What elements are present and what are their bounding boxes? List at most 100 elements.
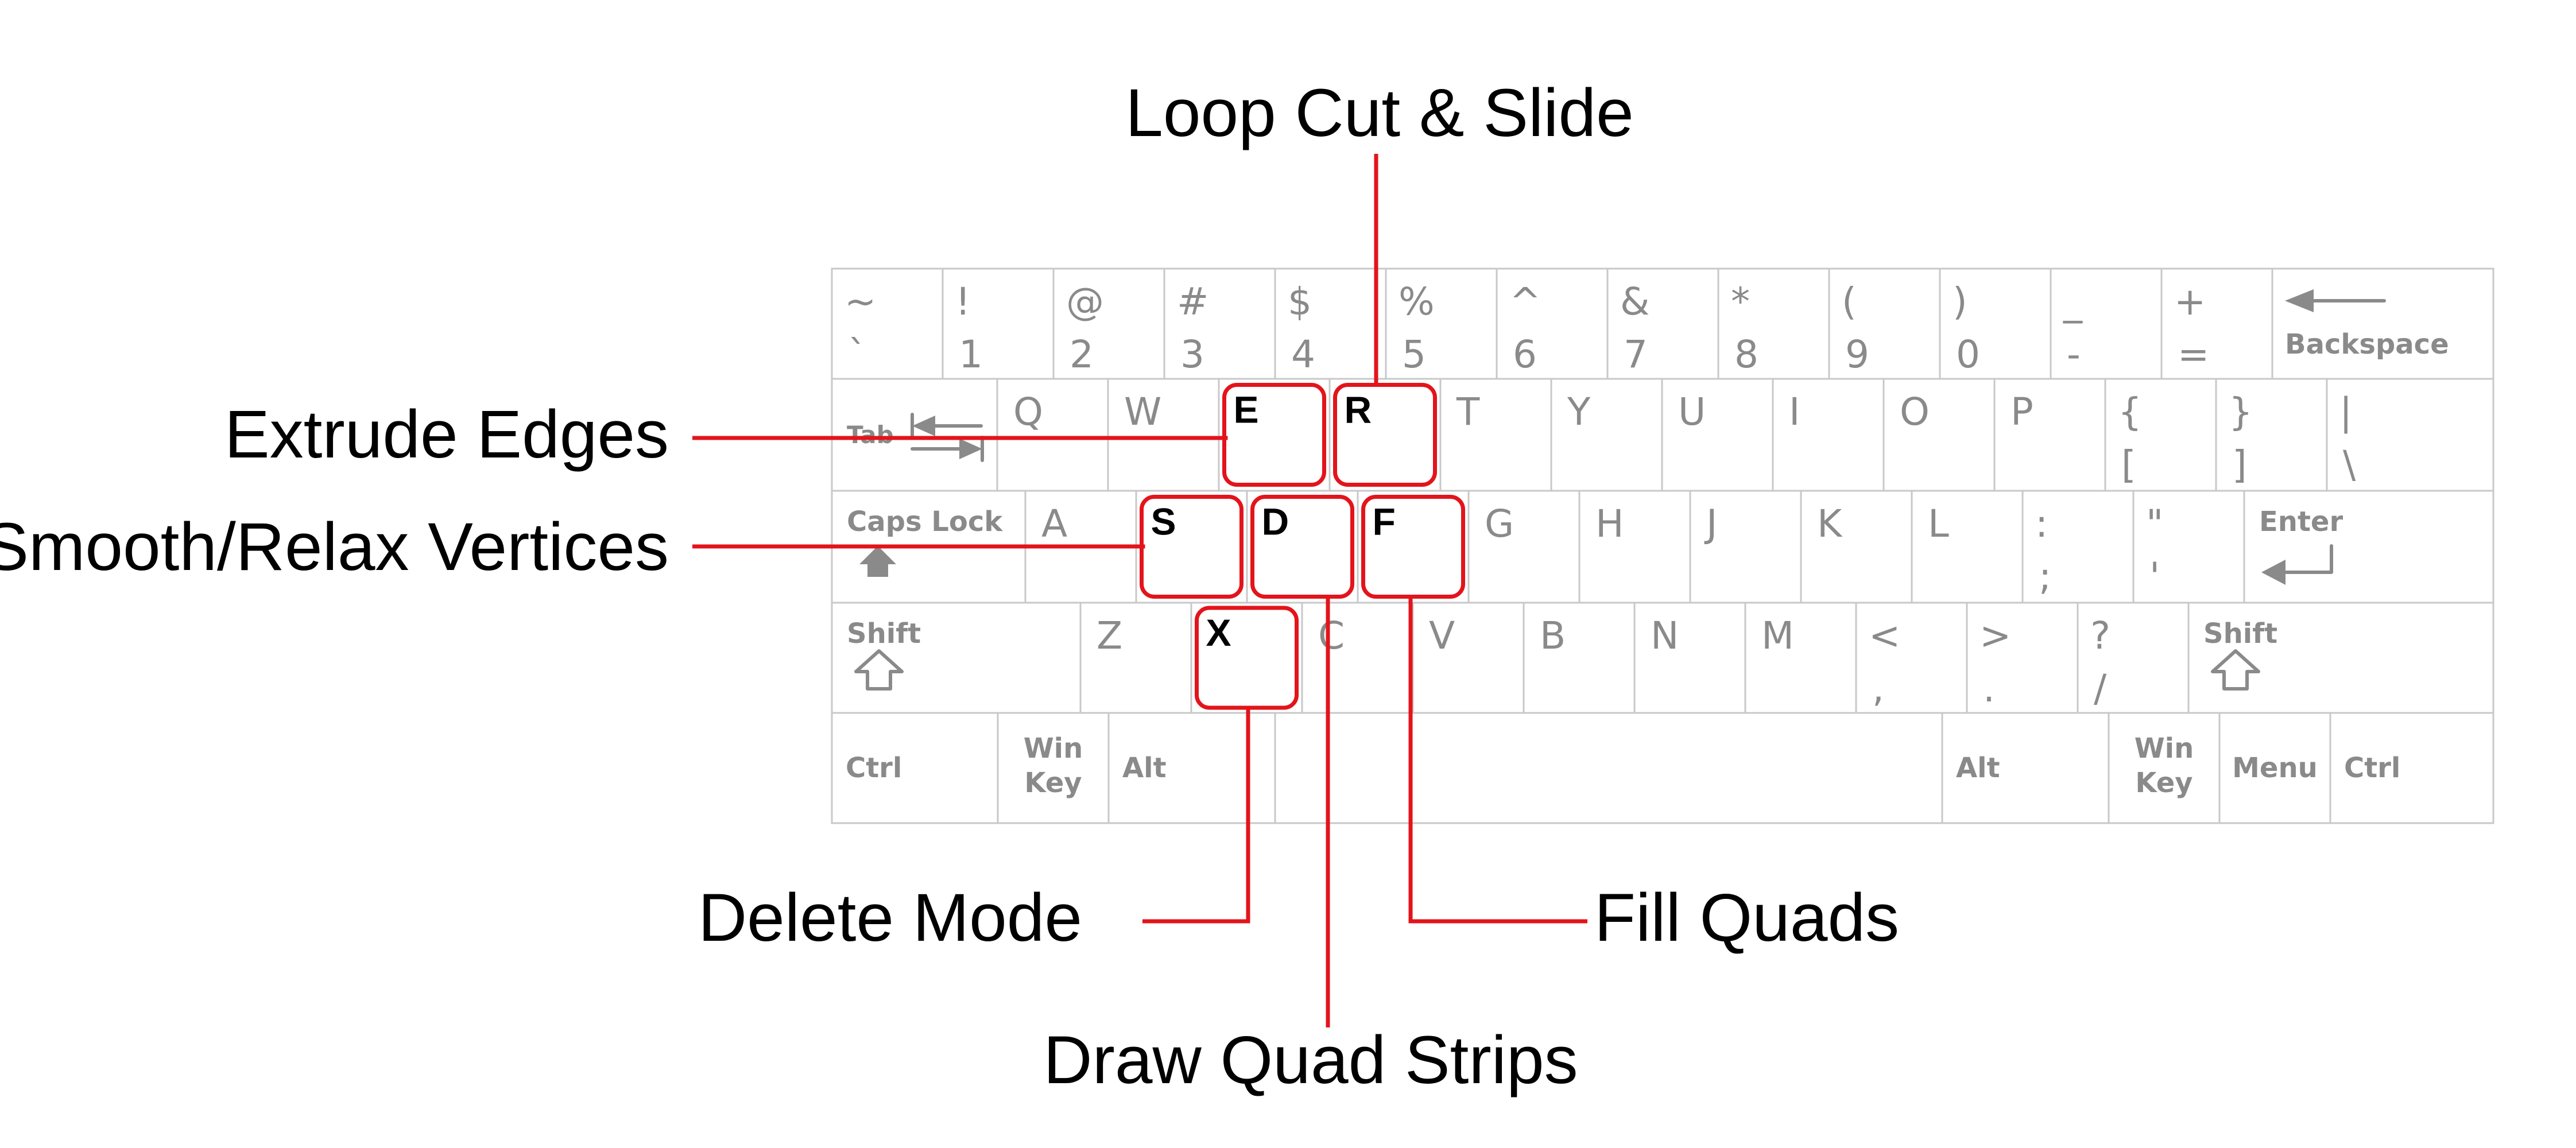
key-1-lower: 1 [959,332,983,377]
key-grave-lower: ` [848,332,867,377]
key-lalt-label: Alt [1122,752,1167,784]
key-1: !1 [942,267,1055,380]
key-equals-upper: + [2174,280,2206,324]
key-t: T [1439,378,1552,492]
key-enter: Enter [2243,490,2494,604]
key-c: C [1301,602,1414,714]
key-lbracket-upper: { [2118,390,2142,434]
key-capslock-label: Caps Lock [847,506,1003,538]
annotation-delete-mode: Delete Mode [698,880,1082,956]
key-semicolon-upper: : [2035,502,2048,546]
key-0: )0 [1939,267,2052,380]
key-period: >. [1966,602,2079,714]
key-slash: ?/ [2077,602,2190,714]
highlight-key-s: S [1140,495,1244,599]
tab-arrows-icon [911,413,984,462]
key-minus-upper: _ [2063,280,2083,324]
highlighted-keys: E R S D F X [1140,383,1465,710]
annotation-draw-quad-strips: Draw Quad Strips [1043,1022,1578,1098]
key-ralt: Alt [1941,712,2110,824]
key-l-label: L [1928,502,1949,546]
key-backslash: |\ [2326,378,2494,492]
key-n-label: N [1651,614,1679,658]
key-w: W [1107,378,1220,492]
key-3-lower: 3 [1180,332,1204,377]
highlight-key-x-label: X [1206,611,1231,654]
key-o: O [1882,378,1996,492]
key-semicolon: :; [2021,490,2135,604]
key-5: %5 [1385,267,1498,380]
key-m-label: M [1761,614,1794,658]
key-enter-label: Enter [2259,506,2343,538]
key-f [1357,490,1470,604]
backspace-arrow-icon [2285,289,2386,312]
annotation-smooth-relax-vertices: Smooth/Relax Vertices [0,509,669,585]
key-v-label: V [1429,614,1455,658]
key-backspace: Backspace [2271,267,2494,380]
key-comma: <, [1855,602,1968,714]
key-0-lower: 0 [1956,332,1980,377]
key-x [1190,602,1303,714]
key-lshift: Shift [831,602,1082,714]
highlight-key-e-label: E [1234,389,1259,431]
caps-lock-icon [859,546,896,577]
highlight-key-s-label: S [1151,501,1176,543]
key-grave-upper: ~ [845,280,876,324]
enter-arrow-icon [2261,544,2333,585]
key-v: V [1412,602,1525,714]
key-c-label: C [1318,614,1345,658]
key-g: G [1467,490,1581,604]
key-quote: "' [2132,490,2245,604]
key-lctrl-label: Ctrl [846,752,902,784]
key-rshift: Shift [2187,602,2494,714]
key-e [1218,378,1331,492]
key-2-lower: 2 [1070,332,1094,377]
key-3-upper: # [1177,280,1208,324]
key-k-label: K [1817,502,1843,546]
key-rwin-label: Win Key [2135,732,2194,799]
key-period-upper: > [1980,614,2011,658]
highlight-key-f-label: F [1373,501,1396,543]
key-equals-lower: = [2178,332,2209,377]
key-j: J [1689,490,1802,604]
key-r [1328,378,1442,492]
key-quote-upper: " [2146,502,2163,546]
key-minus-lower: - [2067,332,2081,377]
key-o-label: O [1900,390,1930,434]
key-g-label: G [1485,502,1514,546]
key-9: (9 [1828,267,1941,380]
key-a-label: A [1041,502,1067,546]
annotation-extrude-edges: Extrude Edges [224,397,669,472]
highlight-key-x: X [1195,606,1299,710]
key-b: B [1523,602,1636,714]
key-2-upper: @ [1066,280,1104,324]
key-u-label: U [1678,390,1706,434]
key-5-lower: 5 [1402,332,1426,377]
key-3: #3 [1163,267,1276,380]
highlight-key-f: F [1361,495,1465,599]
highlight-key-e: E [1222,383,1326,487]
key-lshift-label: Shift [847,618,921,650]
key-slash-upper: ? [2090,614,2110,658]
key-y-label: Y [1567,390,1591,434]
key-equals: += [2160,267,2273,380]
leader-lines [692,154,1587,1027]
key-8-upper: * [1731,280,1750,324]
key-4-lower: 4 [1291,332,1315,377]
key-q: Q [996,378,1109,492]
key-q-label: Q [1013,390,1043,434]
key-z-label: Z [1097,614,1122,658]
key-6-lower: 6 [1513,332,1537,377]
annotation-labels: Loop Cut & Slide Extrude Edges Smooth/Re… [0,75,1899,1098]
key-menu: Menu [2218,712,2331,824]
key-backslash-lower: \ [2343,443,2356,487]
key-p-label: P [2011,390,2033,434]
shift-arrow-icon [2211,649,2260,691]
key-period-lower: . [1983,666,1995,711]
key-5-upper: % [1399,280,1435,324]
key-0-upper: ) [1953,280,1967,324]
key-1-upper: ! [955,280,970,324]
